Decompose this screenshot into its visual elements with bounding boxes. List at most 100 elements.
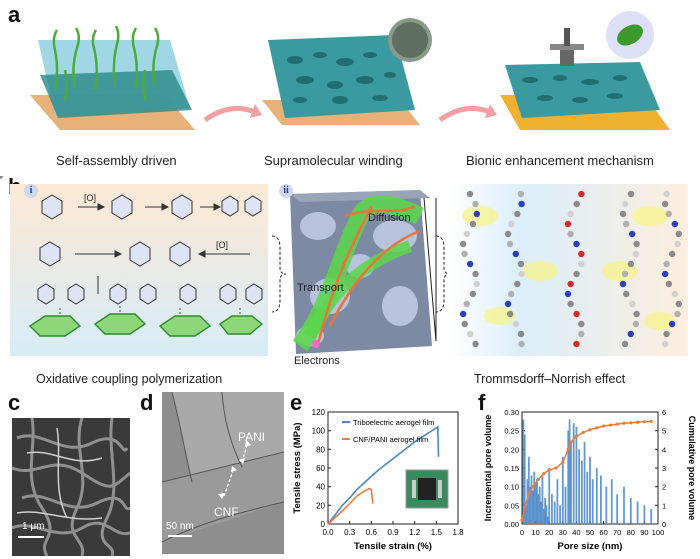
tem-scale-bar-label: 50 nm bbox=[166, 521, 194, 532]
atom-sphere bbox=[661, 340, 669, 348]
atom-sphere bbox=[578, 330, 585, 338]
pore-bar bbox=[567, 430, 570, 524]
caption-oxidative-coupling: Oxidative coupling polymerization bbox=[36, 372, 223, 386]
y2-tick-label: 5 bbox=[662, 427, 666, 436]
transport-label: Transport bbox=[297, 282, 344, 294]
atom-sphere bbox=[463, 300, 470, 308]
legend-label: Triboelectric aerogel film bbox=[353, 418, 434, 427]
atom-sphere bbox=[663, 260, 670, 268]
atom-sphere bbox=[564, 220, 572, 228]
pore-bar bbox=[623, 486, 625, 524]
cumulative-point bbox=[574, 434, 578, 438]
pore-bar bbox=[538, 486, 541, 524]
x-tick-label: 40 bbox=[572, 528, 580, 537]
pore-bar bbox=[578, 449, 581, 524]
cumulative-point bbox=[602, 424, 606, 428]
pore-bar bbox=[534, 482, 537, 524]
atom-sphere bbox=[514, 210, 521, 218]
chemistry-scheme bbox=[10, 184, 268, 356]
x-tick-label: 70 bbox=[613, 528, 621, 537]
atom-sphere bbox=[665, 280, 673, 288]
atom-sphere bbox=[567, 210, 574, 218]
atom-sphere bbox=[675, 230, 682, 238]
panel-e-letter: e bbox=[290, 390, 303, 415]
y2-tick-label: 2 bbox=[662, 483, 666, 492]
sem-image bbox=[12, 418, 130, 556]
cumulative-point bbox=[615, 422, 619, 426]
pore-bar bbox=[544, 497, 547, 524]
pore-bar bbox=[629, 497, 632, 524]
y-axis-label: Tensile stress (MPa) bbox=[292, 422, 303, 513]
atom-sphere bbox=[619, 280, 627, 288]
stage-arrow-2 bbox=[438, 105, 491, 123]
tem-label-cnf: CNF bbox=[214, 505, 239, 519]
atom-sphere bbox=[578, 190, 585, 198]
pore-bar bbox=[650, 509, 653, 524]
y-tick-label: 0.20 bbox=[504, 445, 519, 454]
y-tick-label: 100 bbox=[312, 427, 326, 436]
atom-sphere bbox=[623, 290, 630, 298]
y2-tick-label: 1 bbox=[662, 501, 666, 510]
x-tick-label: 30 bbox=[559, 528, 567, 537]
cumulative-point bbox=[520, 518, 524, 522]
y-tick-label: 60 bbox=[316, 464, 325, 473]
atom-sphere bbox=[517, 330, 525, 338]
y2-tick-label: 3 bbox=[662, 464, 666, 473]
atom-sphere bbox=[473, 210, 481, 218]
oxidant-label-2: [O] bbox=[216, 240, 229, 250]
pore-bar bbox=[564, 486, 567, 524]
pore-bar bbox=[575, 426, 578, 524]
pore-bar bbox=[548, 468, 551, 524]
panel-a-letter: a bbox=[8, 2, 21, 27]
cumulative-point bbox=[581, 430, 585, 435]
atom-sphere bbox=[512, 320, 520, 328]
pore-bar bbox=[643, 505, 646, 524]
atom-sphere bbox=[622, 220, 630, 228]
oxidant-label-1: [O] bbox=[84, 193, 97, 203]
y-tick-label: 0.00 bbox=[504, 520, 519, 529]
atom-sphere bbox=[578, 320, 585, 328]
pore-bar bbox=[542, 509, 545, 524]
atom-sphere bbox=[518, 340, 525, 348]
y-tick-label: 0.10 bbox=[504, 483, 519, 492]
x-tick-label: 100 bbox=[652, 528, 665, 537]
x-tick-label: 0.0 bbox=[322, 528, 334, 537]
x-tick-label: 1.8 bbox=[452, 528, 464, 537]
atom-sphere bbox=[466, 260, 474, 268]
pore-bar bbox=[591, 479, 594, 524]
atom-sphere bbox=[627, 190, 635, 198]
atom-sphere bbox=[633, 240, 640, 248]
panel-b-illustrations bbox=[0, 176, 688, 356]
x-tick-label: 1.2 bbox=[409, 528, 421, 537]
pore-bar bbox=[551, 494, 553, 524]
atom-sphere bbox=[661, 200, 669, 208]
y-tick-label: 80 bbox=[316, 445, 325, 454]
pore-bar bbox=[533, 471, 536, 524]
atom-sphere bbox=[627, 260, 635, 268]
pore-bar bbox=[530, 475, 533, 524]
stage-label-bionic: Bionic enhancement mechanism bbox=[466, 153, 654, 168]
cumulative-point bbox=[542, 472, 546, 476]
atom-sphere bbox=[573, 270, 580, 278]
pore-bar bbox=[561, 456, 564, 524]
atom-sphere bbox=[621, 340, 629, 348]
atom-sphere bbox=[675, 300, 683, 308]
cumulative-point bbox=[561, 460, 565, 464]
atom-sphere bbox=[578, 250, 585, 258]
atom-sphere bbox=[674, 310, 681, 318]
atom-sphere bbox=[466, 190, 474, 198]
pore-bar bbox=[559, 505, 561, 524]
x-tick-label: 0 bbox=[520, 528, 524, 537]
x-tick-label: 80 bbox=[627, 528, 635, 537]
y-tick-label: 0.30 bbox=[504, 408, 519, 417]
subpanel-i-badge: i bbox=[24, 184, 38, 198]
atom-sphere bbox=[632, 250, 640, 258]
pore-bar bbox=[586, 471, 589, 524]
y-tick-label: 120 bbox=[312, 408, 326, 417]
cumulative-point bbox=[642, 420, 646, 424]
cumulative-point bbox=[531, 485, 535, 489]
atom-sphere bbox=[621, 200, 629, 208]
atom-sphere bbox=[472, 270, 479, 278]
atom-sphere bbox=[628, 230, 636, 238]
atom-sphere bbox=[504, 300, 512, 308]
